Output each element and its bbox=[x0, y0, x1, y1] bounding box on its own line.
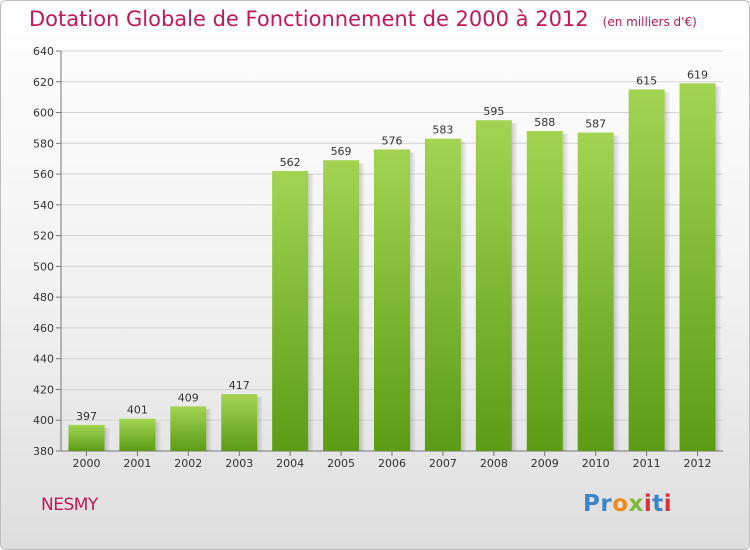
y-tick-label: 620 bbox=[33, 76, 54, 89]
bar-value-label: 595 bbox=[483, 105, 504, 118]
x-tick-label: 2006 bbox=[378, 457, 406, 470]
bar bbox=[170, 406, 207, 451]
bar-value-label: 615 bbox=[636, 74, 657, 87]
y-tick-label: 600 bbox=[33, 107, 54, 120]
x-tick-label: 2004 bbox=[276, 457, 304, 470]
y-tick-label: 560 bbox=[33, 168, 54, 181]
x-tick-label: 2001 bbox=[123, 457, 151, 470]
bar bbox=[679, 83, 716, 452]
unit-note: (en milliers d'€) bbox=[602, 15, 697, 29]
bar-shadow bbox=[308, 174, 315, 451]
proxiti-logo[interactable]: Proxiti bbox=[583, 491, 673, 517]
bar-value-label: 569 bbox=[331, 145, 352, 158]
y-tick-label: 500 bbox=[33, 260, 54, 273]
x-tick-label: 2010 bbox=[582, 457, 610, 470]
bar-value-label: 409 bbox=[178, 391, 199, 404]
y-tick-label: 580 bbox=[33, 137, 54, 150]
x-tick-label: 2011 bbox=[633, 457, 661, 470]
bar-value-label: 583 bbox=[432, 124, 453, 137]
y-tick-label: 640 bbox=[33, 45, 54, 58]
x-tick-label: 2012 bbox=[684, 457, 712, 470]
bar-shadow bbox=[359, 163, 366, 451]
y-tick-label: 460 bbox=[33, 322, 54, 335]
bar bbox=[577, 132, 614, 452]
x-tick-label: 2009 bbox=[531, 457, 559, 470]
axes: 380 400 420 440 460 480 500 520 540 560 580 600 620 6… bbox=[33, 45, 723, 470]
y-tick-label: 380 bbox=[33, 445, 54, 458]
x-tick-label: 2002 bbox=[174, 457, 202, 470]
y-tick-label: 400 bbox=[33, 414, 54, 427]
bar-shadow bbox=[104, 427, 111, 451]
y-tick-label: 420 bbox=[33, 383, 54, 396]
x-tick-label: 2000 bbox=[72, 457, 100, 470]
commune-name: NESMY bbox=[41, 495, 98, 515]
chart-title: Dotation Globale de Fonctionnement de 20… bbox=[29, 7, 697, 31]
bar bbox=[323, 160, 360, 451]
x-tick-label: 2007 bbox=[429, 457, 457, 470]
bar-value-label: 397 bbox=[76, 410, 97, 423]
x-tick-label: 2008 bbox=[480, 457, 508, 470]
bar-value-label: 619 bbox=[687, 68, 708, 81]
bar-value-label: 562 bbox=[280, 156, 301, 169]
bars: 397 401 409 417 562 569 576 583 595 588 587 615 619 bbox=[68, 68, 722, 452]
bar-value-label: 587 bbox=[585, 118, 606, 131]
bar-shadow bbox=[206, 409, 213, 451]
bar bbox=[272, 171, 309, 451]
bar bbox=[475, 120, 512, 451]
x-tick-label: 2003 bbox=[225, 457, 253, 470]
bar-shadow bbox=[155, 421, 162, 451]
x-tick-label: 2005 bbox=[327, 457, 355, 470]
bar-shadow bbox=[715, 86, 722, 452]
bar bbox=[119, 418, 156, 451]
y-tick-label: 540 bbox=[33, 199, 54, 212]
bar bbox=[68, 424, 105, 451]
bar-shadow bbox=[460, 141, 467, 451]
bar-shadow bbox=[664, 92, 671, 451]
bar-shadow bbox=[257, 397, 264, 451]
bar bbox=[526, 131, 563, 451]
bar-value-label: 401 bbox=[127, 404, 148, 417]
bar-shadow bbox=[410, 152, 416, 451]
bar bbox=[221, 394, 258, 451]
bar-shadow bbox=[613, 135, 620, 452]
bar-shadow bbox=[562, 134, 569, 451]
bar bbox=[424, 138, 461, 451]
bar-value-label: 417 bbox=[229, 379, 250, 392]
bar-shadow bbox=[511, 123, 518, 451]
bar bbox=[628, 89, 665, 451]
bar-value-label: 588 bbox=[534, 116, 555, 129]
y-tick-label: 480 bbox=[33, 291, 54, 304]
bar bbox=[374, 149, 410, 451]
bar-value-label: 576 bbox=[382, 134, 403, 147]
chart-title-text: Dotation Globale de Fonctionnement de 20… bbox=[29, 7, 589, 31]
y-tick-label: 440 bbox=[33, 353, 54, 366]
y-tick-label: 520 bbox=[33, 230, 54, 243]
